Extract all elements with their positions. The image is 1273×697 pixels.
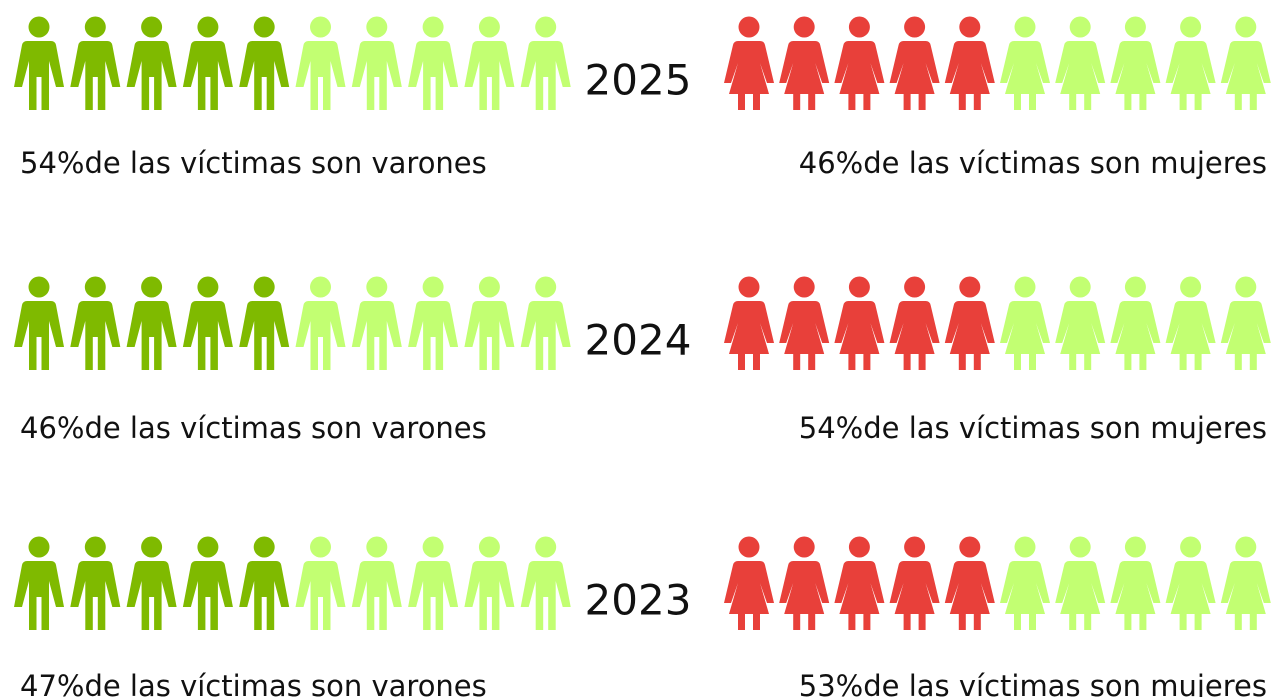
woman-icon: [1165, 536, 1216, 630]
woman-icon: [834, 16, 885, 110]
man-icon: [126, 16, 177, 110]
year-label: 2023: [585, 576, 692, 625]
man-icon: [351, 16, 402, 110]
woman-icon: [724, 16, 774, 110]
man-icon: [520, 276, 571, 370]
year-label: 2025: [585, 56, 692, 105]
man-icon: [14, 536, 64, 630]
man-icon: [182, 16, 233, 110]
men-caption: 47%de las víctimas son varones: [20, 669, 487, 697]
woman-icon: [779, 276, 830, 370]
woman-icon: [889, 536, 940, 630]
woman-icon: [779, 536, 830, 630]
woman-icon: [944, 536, 995, 630]
man-icon: [408, 276, 459, 370]
woman-icon: [1220, 536, 1271, 630]
woman-icon: [944, 276, 995, 370]
man-icon: [70, 536, 121, 630]
man-icon: [239, 536, 290, 630]
woman-icon: [1000, 16, 1050, 110]
woman-icon: [1000, 536, 1050, 630]
woman-icon: [779, 16, 830, 110]
woman-icon: [1110, 276, 1161, 370]
women-caption: 54%de las víctimas son mujeres: [799, 411, 1267, 445]
man-icon: [182, 276, 233, 370]
woman-icon: [1220, 276, 1271, 370]
man-icon: [464, 276, 515, 370]
man-icon: [126, 276, 177, 370]
man-icon: [70, 276, 121, 370]
man-icon: [408, 536, 459, 630]
man-icon: [126, 536, 177, 630]
man-icon: [520, 16, 571, 110]
women-caption: 53%de las víctimas son mujeres: [799, 669, 1267, 697]
man-icon: [351, 536, 402, 630]
woman-icon: [1165, 276, 1216, 370]
man-icon: [239, 16, 290, 110]
men-caption: 54%de las víctimas son varones: [20, 146, 487, 180]
woman-icon: [1220, 16, 1271, 110]
man-icon: [14, 276, 64, 370]
woman-icon: [1110, 16, 1161, 110]
woman-icon: [889, 276, 940, 370]
man-icon: [182, 536, 233, 630]
woman-icon: [944, 16, 995, 110]
man-icon: [520, 536, 571, 630]
woman-icon: [1055, 276, 1106, 370]
woman-icon: [834, 276, 885, 370]
woman-icon: [1165, 16, 1216, 110]
man-icon: [239, 276, 290, 370]
man-icon: [351, 276, 402, 370]
woman-icon: [1000, 276, 1050, 370]
woman-icon: [889, 16, 940, 110]
man-icon: [70, 16, 121, 110]
woman-icon: [724, 276, 774, 370]
woman-icon: [1055, 16, 1106, 110]
man-icon: [14, 16, 64, 110]
man-icon: [295, 536, 346, 630]
woman-icon: [724, 536, 774, 630]
man-icon: [408, 16, 459, 110]
man-icon: [464, 16, 515, 110]
man-icon: [295, 16, 346, 110]
man-icon: [464, 536, 515, 630]
woman-icon: [1110, 536, 1161, 630]
women-caption: 46%de las víctimas son mujeres: [799, 146, 1267, 180]
man-icon: [295, 276, 346, 370]
year-label: 2024: [585, 316, 692, 365]
men-caption: 46%de las víctimas son varones: [20, 411, 487, 445]
woman-icon: [1055, 536, 1106, 630]
woman-icon: [834, 536, 885, 630]
